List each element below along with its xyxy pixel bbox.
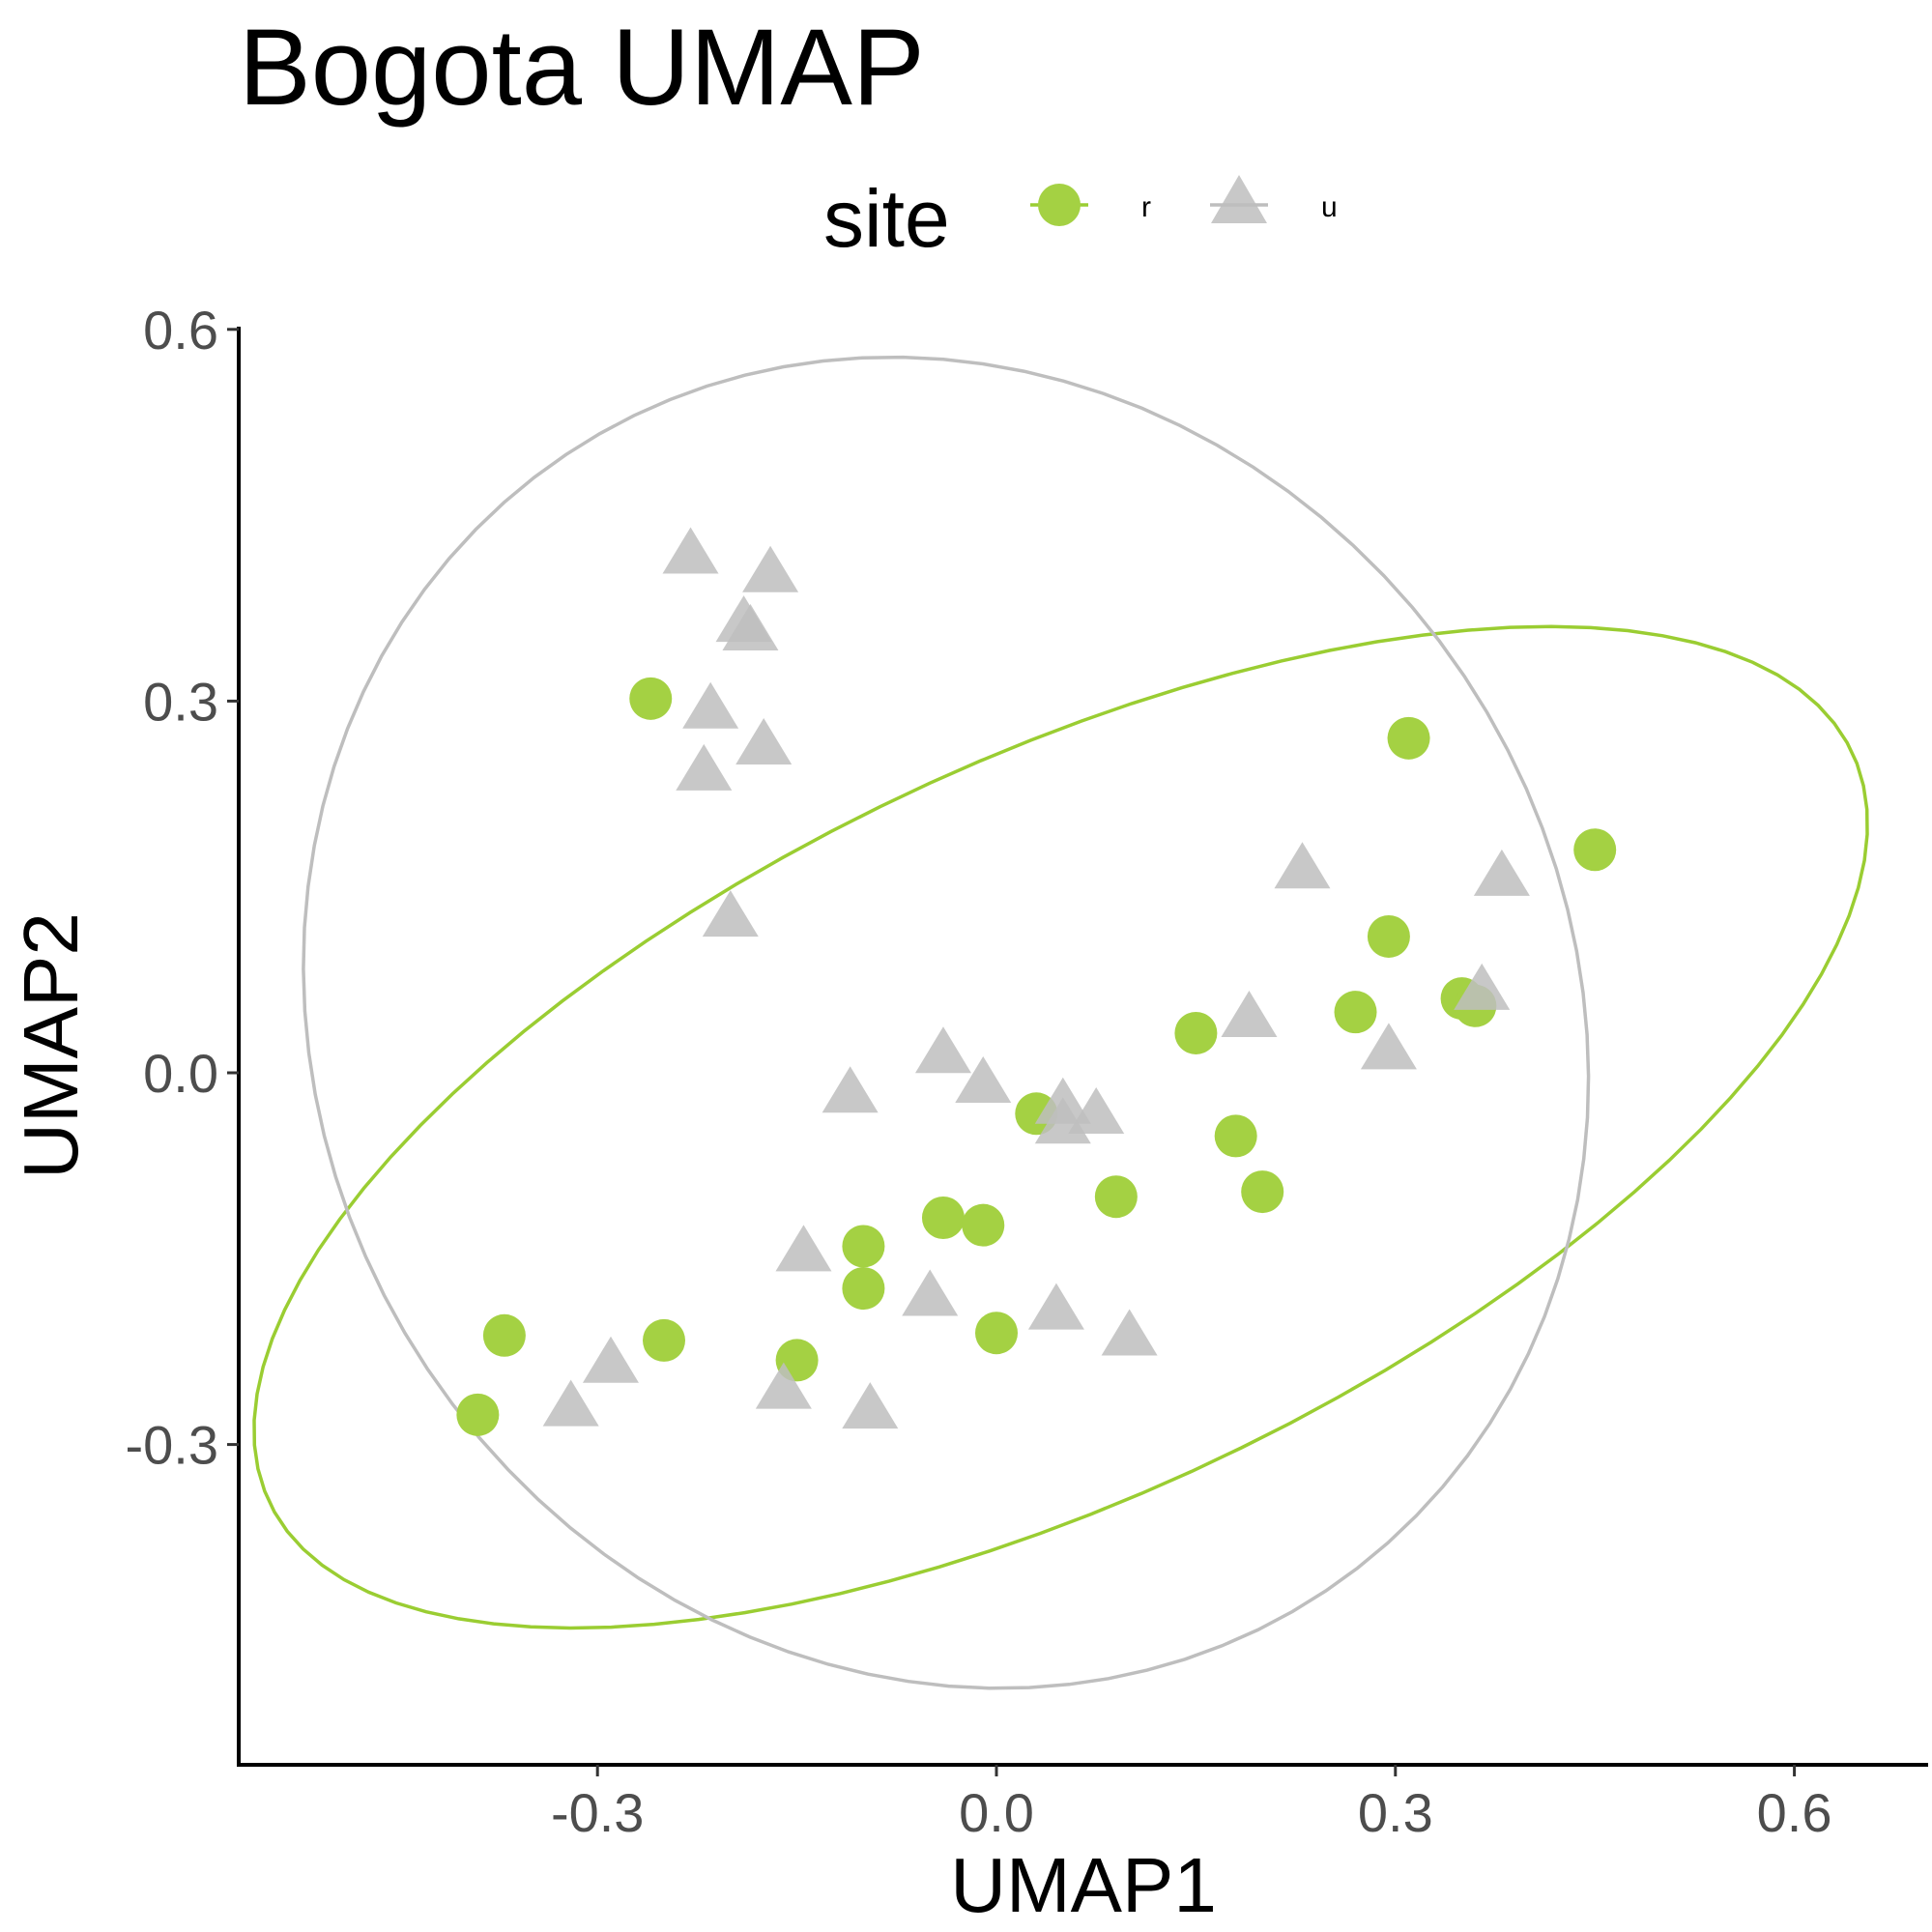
x-tick-label: 0.3 <box>1358 1782 1433 1843</box>
point-u <box>1101 1309 1158 1356</box>
point-u <box>1473 849 1530 896</box>
point-u <box>722 604 779 651</box>
point-r <box>482 1313 526 1357</box>
point-u <box>1360 1023 1417 1070</box>
points-layer <box>456 527 1617 1436</box>
legend-title: site <box>823 173 950 264</box>
x-ticks: -0.3 0.0 0.3 0.6 <box>551 1765 1832 1843</box>
point-u <box>775 1225 832 1272</box>
point-u <box>582 1336 639 1383</box>
point-r <box>962 1203 1005 1247</box>
point-r <box>1174 1011 1218 1054</box>
y-axis-title: UMAP2 <box>8 912 94 1179</box>
point-u <box>542 1379 599 1427</box>
x-tick-label: -0.3 <box>551 1782 645 1843</box>
point-u <box>1068 1087 1125 1135</box>
point-u <box>822 1066 879 1113</box>
point-u <box>742 545 799 592</box>
point-u <box>1274 842 1331 889</box>
point-r <box>842 1225 885 1268</box>
point-r <box>456 1393 500 1436</box>
point-u <box>676 743 733 791</box>
point-u <box>755 1362 812 1409</box>
point-u <box>955 1055 1012 1103</box>
ellipse-r <box>252 624 1869 1630</box>
point-r <box>1094 1175 1138 1219</box>
point-u <box>914 1026 971 1074</box>
point-r <box>629 677 673 720</box>
point-r <box>921 1196 965 1239</box>
point-u <box>902 1269 959 1316</box>
point-u <box>702 890 759 937</box>
point-u <box>735 717 793 764</box>
point-r <box>1241 1170 1284 1214</box>
y-tick-label: 0.3 <box>143 671 218 732</box>
point-r <box>1387 716 1430 760</box>
point-u <box>682 681 739 729</box>
point-u <box>842 1382 899 1429</box>
ellipse-u <box>302 355 1591 1690</box>
point-r <box>842 1267 885 1311</box>
point-r <box>1367 914 1410 958</box>
point-u <box>1221 991 1278 1038</box>
legend-key-r-circle <box>1038 184 1081 226</box>
point-r <box>1334 991 1377 1034</box>
legend-label-r: r <box>1141 191 1151 223</box>
point-u <box>1027 1283 1084 1330</box>
legend-key-u-triangle <box>1211 175 1267 223</box>
point-u <box>1454 963 1511 1010</box>
point-r <box>975 1312 1018 1355</box>
point-r <box>1573 828 1617 872</box>
y-tick-label: 0.0 <box>143 1043 218 1104</box>
y-tick-label: 0.6 <box>143 300 218 360</box>
legend: site r u <box>823 173 1338 264</box>
y-ticks: -0.3 0.0 0.3 0.6 <box>126 300 239 1476</box>
legend-label-u: u <box>1321 191 1338 223</box>
x-axis-title: UMAP1 <box>950 1842 1217 1928</box>
chart-title: Bogota UMAP <box>239 7 925 128</box>
x-tick-label: 0.0 <box>959 1782 1034 1843</box>
point-r <box>1214 1114 1257 1158</box>
x-tick-label: 0.6 <box>1757 1782 1832 1843</box>
point-u <box>1034 1097 1091 1144</box>
ellipse-layer <box>252 355 1869 1690</box>
point-r <box>643 1318 685 1362</box>
point-u <box>662 527 719 574</box>
y-tick-label: -0.3 <box>126 1415 219 1476</box>
